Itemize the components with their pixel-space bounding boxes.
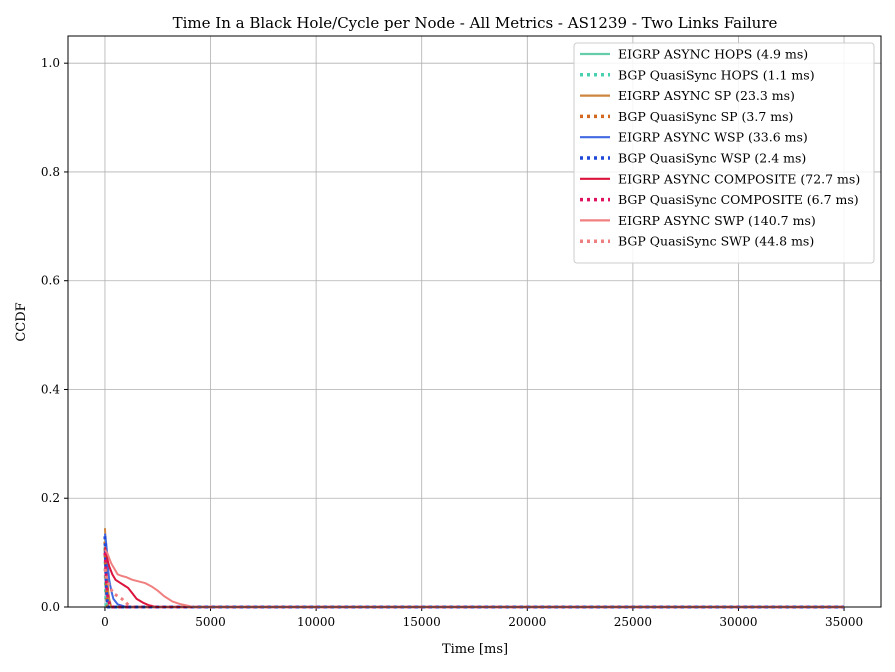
x-tick-label: 25000 — [614, 615, 652, 629]
y-tick-label: 0.0 — [41, 600, 60, 614]
tick-labels: 0 5000 10000 15000 20000 25000 30000 35000 0.0 0.… — [41, 56, 863, 629]
legend-label: BGP QuasiSync SWP (44.8 ms) — [618, 234, 814, 249]
series-line-6 — [103, 546, 845, 608]
legend-label: EIGRP ASYNC WSP (33.6 ms) — [618, 130, 808, 145]
legend: EIGRP ASYNC HOPS (4.9 ms) BGP QuasiSync H… — [573, 42, 875, 264]
x-tick-label: 35000 — [825, 615, 863, 629]
x-axis-label: Time [ms] — [442, 642, 508, 657]
legend-label: EIGRP ASYNC HOPS (4.9 ms) — [618, 47, 808, 62]
series-line-7 — [103, 552, 845, 609]
y-tick-label: 0.2 — [41, 491, 60, 505]
series-line-2 — [103, 528, 845, 608]
y-tick-label: 1.0 — [41, 56, 60, 70]
legend-label: BGP QuasiSync COMPOSITE (6.7 ms) — [618, 192, 859, 207]
y-tick-label: 0.6 — [41, 274, 60, 288]
series-line-9 — [103, 568, 845, 609]
y-axis-label: CCDF — [14, 302, 29, 341]
series-line-3 — [103, 541, 845, 609]
legend-label: BGP QuasiSync HOPS (1.1 ms) — [618, 67, 815, 82]
series-line-1 — [103, 547, 845, 609]
series-line-8 — [104, 549, 845, 608]
x-tick-label: 20000 — [508, 615, 546, 629]
legend-label: EIGRP ASYNC SWP (140.7 ms) — [618, 213, 816, 228]
series-line-4 — [103, 533, 845, 608]
legend-label: EIGRP ASYNC SP (23.3 ms) — [618, 88, 795, 103]
x-tick-label: 0 — [101, 615, 109, 629]
legend-label: BGP QuasiSync WSP (2.4 ms) — [618, 151, 806, 166]
series-line-5 — [103, 536, 845, 609]
y-tick-label: 0.4 — [41, 382, 60, 396]
x-tick-label: 10000 — [297, 615, 335, 629]
x-tick-label: 15000 — [403, 615, 441, 629]
legend-label: BGP QuasiSync SP (3.7 ms) — [618, 109, 793, 124]
legend-label: EIGRP ASYNC COMPOSITE (72.7 ms) — [618, 171, 860, 186]
plot-frame — [67, 35, 882, 608]
legend-box — [573, 42, 875, 264]
x-tick-label: 5000 — [195, 615, 226, 629]
x-tick-label: 30000 — [719, 615, 757, 629]
series-line-0 — [103, 536, 845, 608]
series-lines — [103, 528, 845, 609]
y-tick-label: 0.8 — [41, 165, 60, 179]
chart-title: Time In a Black Hole/Cycle per Node - Al… — [173, 14, 778, 32]
